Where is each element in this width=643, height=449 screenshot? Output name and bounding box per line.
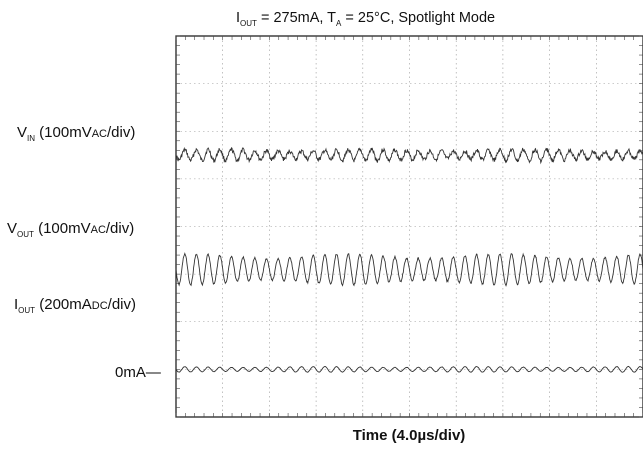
iout-trace: [175, 365, 643, 373]
plot-area: [175, 35, 643, 418]
grid-ticks: [175, 35, 643, 418]
vin-trace: [175, 146, 643, 165]
vout-trace: [175, 252, 643, 287]
vin-label: VIN (100mVAC/div): [17, 124, 135, 143]
chart-title: IOUT = 275mA, TA = 25°C, Spotlight Mode: [236, 10, 495, 28]
vout-label: VOUT (100mVAC/div): [7, 220, 134, 239]
zero-marker: 0mA—: [115, 364, 161, 381]
iout-label: IOUT (200mADC/div): [14, 296, 136, 315]
x-axis-label: Time (4.0µs/div): [353, 427, 466, 444]
traces: [175, 146, 643, 373]
grid: [176, 36, 643, 417]
